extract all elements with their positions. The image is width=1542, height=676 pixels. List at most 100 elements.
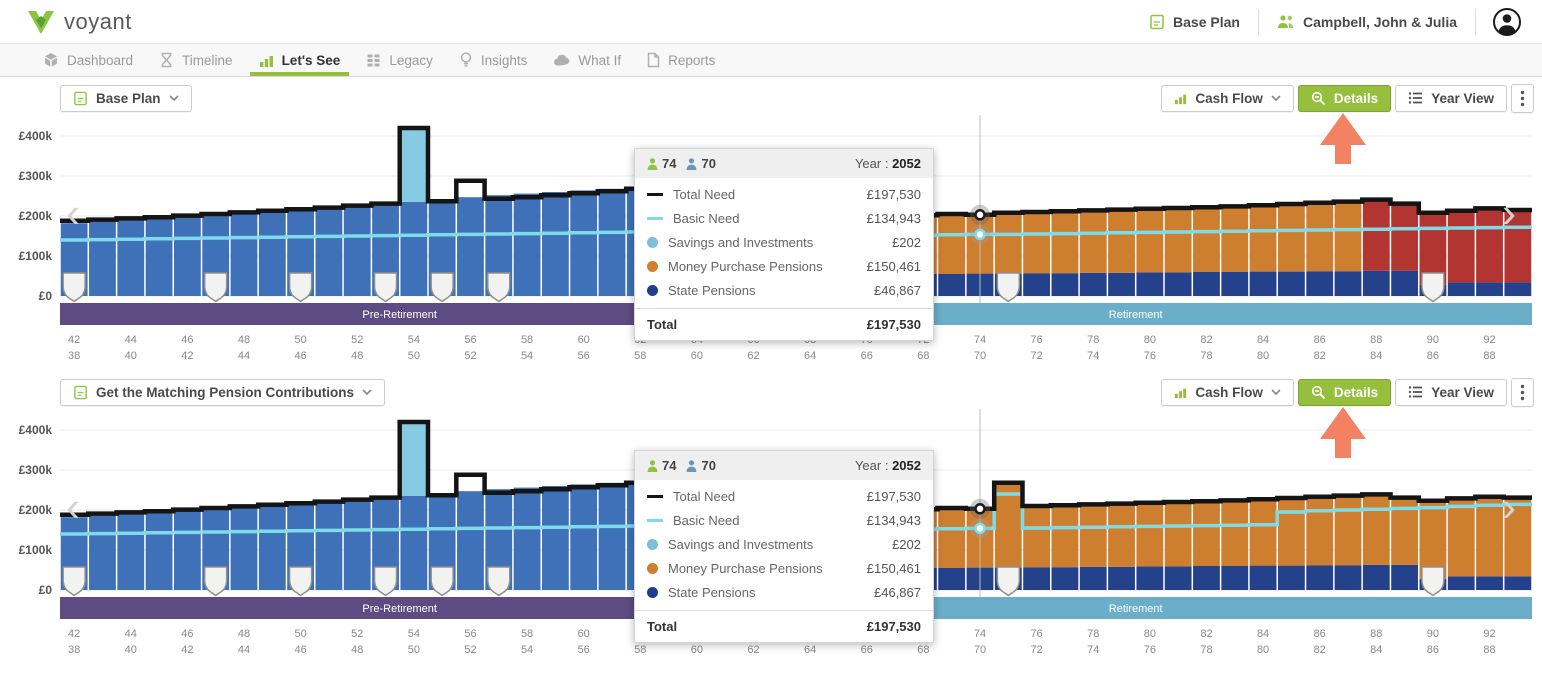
bar-segment-blue[interactable]: [542, 486, 569, 590]
bar-segment-red[interactable]: [1476, 210, 1503, 283]
bar-segment-orange[interactable]: [1335, 497, 1362, 565]
plan-dropdown[interactable]: Base Plan: [60, 85, 192, 112]
total-need-marker[interactable]: [976, 504, 985, 513]
bar-segment-blue[interactable]: [316, 502, 343, 590]
bar-segment-orange[interactable]: [1080, 506, 1107, 567]
bar-segment-darkblue[interactable]: [1448, 576, 1475, 590]
bar-segment-orange[interactable]: [995, 214, 1022, 274]
event-marker-shield[interactable]: [63, 567, 85, 596]
bar-segment-darkblue[interactable]: [1504, 576, 1531, 590]
scroll-right-chevron[interactable]: ›: [1502, 189, 1516, 236]
event-marker-shield[interactable]: [488, 273, 510, 302]
bar-segment-darkblue[interactable]: [1221, 566, 1248, 590]
bar-segment-blue[interactable]: [259, 212, 286, 296]
bar-segment-orange[interactable]: [1363, 496, 1390, 565]
plan-badge[interactable]: Base Plan: [1131, 0, 1258, 43]
bar-segment-orange[interactable]: [1476, 498, 1503, 576]
bar-segment-blue[interactable]: [344, 206, 371, 296]
bar-segment-blue[interactable]: [400, 496, 427, 590]
bar-segment-blue[interactable]: [570, 484, 597, 590]
bar-segment-blue[interactable]: [117, 514, 144, 590]
bar-segment-blue[interactable]: [117, 220, 144, 296]
bar-segment-orange[interactable]: [1193, 208, 1220, 272]
nav-item-legacy[interactable]: Legacy: [353, 44, 446, 76]
bar-segment-orange[interactable]: [1306, 204, 1333, 271]
bar-segment-orange[interactable]: [938, 509, 965, 568]
chart-type-dropdown[interactable]: Cash Flow: [1161, 85, 1294, 112]
bar-segment-darkblue[interactable]: [1476, 576, 1503, 590]
bar-segment-blue[interactable]: [231, 508, 258, 590]
bar-segment-orange[interactable]: [1136, 210, 1163, 272]
basic-need-marker[interactable]: [976, 524, 985, 533]
bar-segment-darkblue[interactable]: [1080, 273, 1107, 296]
event-marker-shield[interactable]: [997, 273, 1019, 302]
bar-segment-red[interactable]: [1448, 212, 1475, 282]
bar-segment-blue[interactable]: [174, 217, 201, 296]
bar-segment-orange[interactable]: [1108, 505, 1135, 567]
bar-segment-red[interactable]: [1363, 201, 1390, 271]
basic-need-marker[interactable]: [976, 230, 985, 239]
bar-segment-orange[interactable]: [1165, 503, 1192, 566]
bar-segment-orange[interactable]: [1221, 502, 1248, 566]
event-marker-shield[interactable]: [431, 567, 453, 596]
bar-segment-orange[interactable]: [1448, 500, 1475, 577]
bar-segment-darkblue[interactable]: [1504, 282, 1531, 296]
bar-segment-blue[interactable]: [400, 202, 427, 296]
bar-segment-blue[interactable]: [514, 488, 541, 590]
nav-item-lets-see[interactable]: Let's See: [246, 44, 354, 76]
bar-segment-blue[interactable]: [174, 511, 201, 590]
bar-segment-darkblue[interactable]: [1221, 272, 1248, 296]
event-marker-shield[interactable]: [488, 567, 510, 596]
bar-segment-blue[interactable]: [542, 192, 569, 296]
bar-segment-darkblue[interactable]: [1052, 567, 1079, 590]
event-marker-shield[interactable]: [1422, 567, 1444, 596]
bar-segment-blue[interactable]: [259, 506, 286, 590]
bar-segment-darkblue[interactable]: [1306, 271, 1333, 296]
bar-segment-darkblue[interactable]: [1193, 272, 1220, 296]
nav-item-reports[interactable]: Reports: [634, 44, 728, 76]
scroll-left-chevron[interactable]: ‹: [66, 189, 80, 236]
year-view-button[interactable]: Year View: [1395, 379, 1507, 406]
bar-segment-orange[interactable]: [1023, 213, 1050, 273]
bar-segment-orange[interactable]: [1221, 208, 1248, 272]
bar-segment-blue[interactable]: [457, 197, 484, 296]
bar-segment-darkblue[interactable]: [1278, 272, 1305, 296]
bar-segment-red[interactable]: [1391, 205, 1418, 271]
bar-segment-darkblue[interactable]: [1250, 566, 1277, 590]
bar-segment-orange[interactable]: [1108, 211, 1135, 273]
bar-segment-orange[interactable]: [1278, 205, 1305, 271]
bar-segment-blue[interactable]: [89, 222, 116, 296]
bar-segment-darkblue[interactable]: [1136, 272, 1163, 296]
bar-segment-darkblue[interactable]: [1335, 271, 1362, 296]
bar-segment-orange[interactable]: [1250, 206, 1277, 271]
bar-segment-darkblue[interactable]: [1165, 272, 1192, 296]
event-marker-shield[interactable]: [431, 273, 453, 302]
bar-segment-darkblue[interactable]: [1278, 566, 1305, 590]
year-view-button[interactable]: Year View: [1395, 85, 1507, 112]
bar-segment-orange[interactable]: [1250, 500, 1277, 565]
event-marker-shield[interactable]: [375, 273, 397, 302]
plan-dropdown[interactable]: Get the Matching Pension Contributions: [60, 379, 385, 406]
bar-segment-blue[interactable]: [457, 491, 484, 590]
bar-segment-darkblue[interactable]: [1052, 273, 1079, 296]
bar-segment-orange[interactable]: [1278, 499, 1305, 565]
details-button[interactable]: Details: [1298, 379, 1391, 406]
event-marker-shield[interactable]: [205, 567, 227, 596]
bar-segment-blue[interactable]: [344, 500, 371, 590]
bar-segment-orange[interactable]: [1335, 203, 1362, 271]
bar-segment-darkblue[interactable]: [1476, 282, 1503, 296]
bar-segment-darkblue[interactable]: [938, 568, 965, 590]
nav-item-dashboard[interactable]: Dashboard: [30, 44, 146, 76]
event-marker-shield[interactable]: [63, 273, 85, 302]
client-selector[interactable]: Campbell, John & Julia: [1259, 0, 1475, 43]
bar-segment-blue[interactable]: [146, 218, 173, 296]
bar-segment-darkblue[interactable]: [1391, 565, 1418, 590]
bar-segment-darkblue[interactable]: [1306, 565, 1333, 590]
scroll-right-chevron[interactable]: ›: [1502, 483, 1516, 530]
bar-segment-orange[interactable]: [1052, 212, 1079, 273]
bar-segment-darkblue[interactable]: [1250, 272, 1277, 296]
bar-segment-orange[interactable]: [938, 215, 965, 274]
chart-type-dropdown[interactable]: Cash Flow: [1161, 379, 1294, 406]
event-marker-shield[interactable]: [1422, 273, 1444, 302]
bar-segment-darkblue[interactable]: [1363, 565, 1390, 590]
